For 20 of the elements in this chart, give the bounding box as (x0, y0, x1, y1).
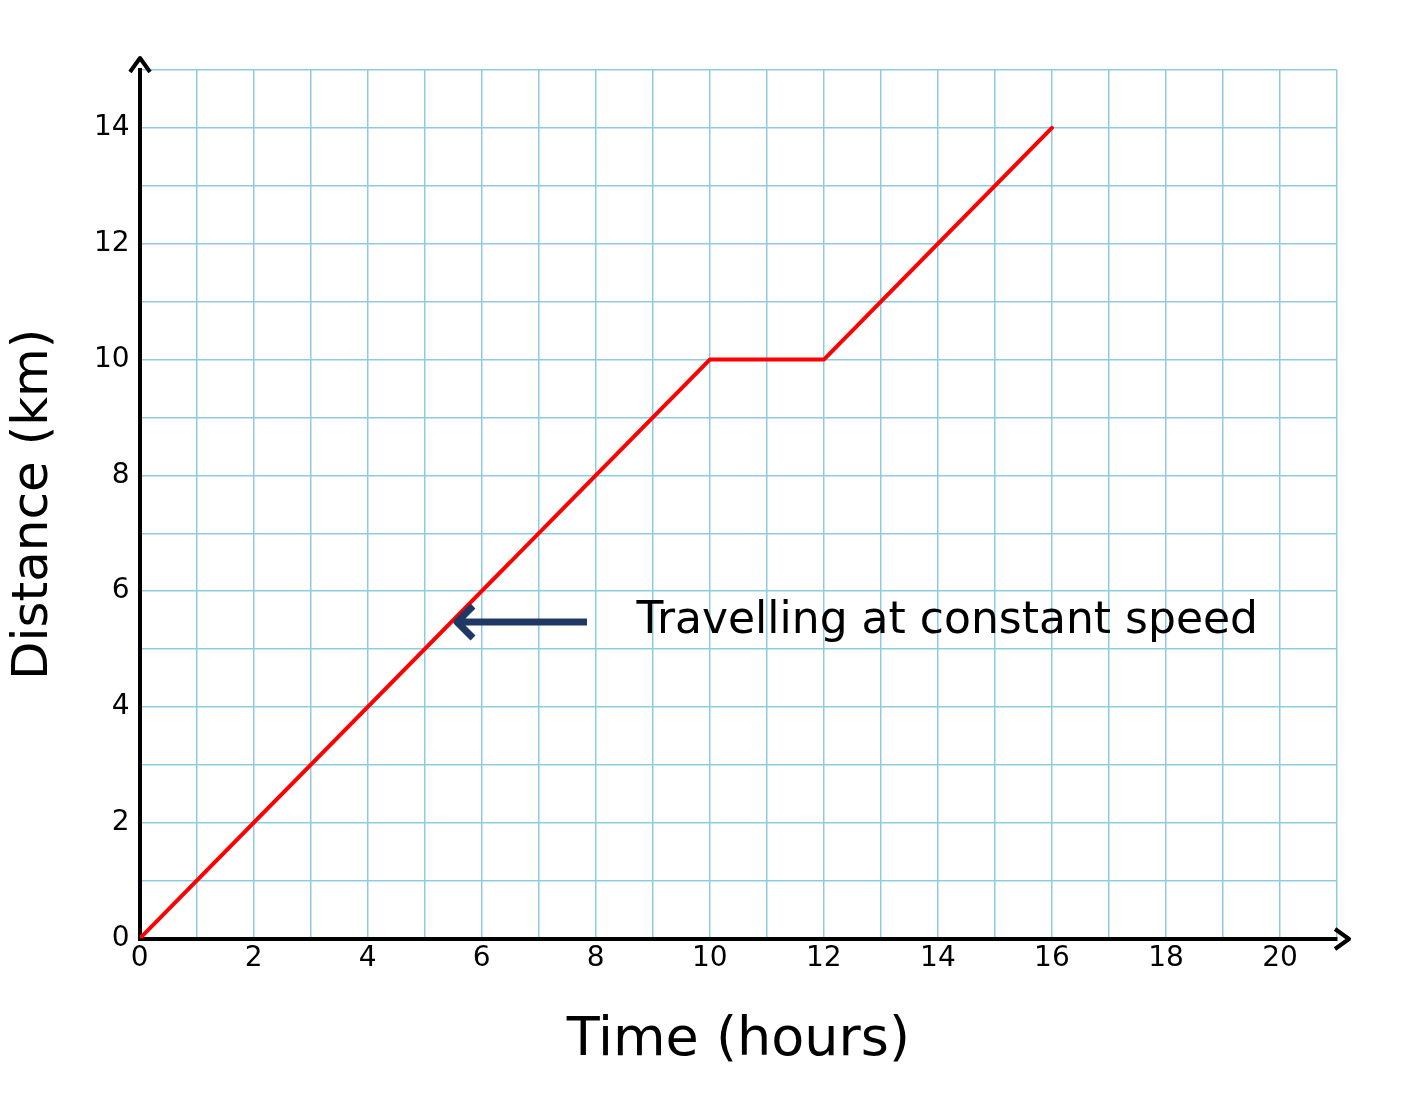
y-tick-label: 10 (93, 340, 130, 374)
x-axis-title: Time (hours) (565, 1004, 910, 1068)
y-tick-label: 6 (111, 572, 130, 606)
annotation: Travelling at constant speed (635, 592, 1258, 643)
y-tick-label: 12 (93, 225, 130, 258)
x-tick-label: 4 (358, 939, 377, 973)
x-tick-label: 2 (244, 939, 263, 973)
y-tick-label: 4 (111, 688, 130, 722)
x-tick-label: 16 (1034, 939, 1070, 973)
y-tick-label: 2 (111, 804, 130, 838)
x-tick-label: 12 (806, 939, 842, 973)
x-tick-label: 18 (1148, 939, 1184, 973)
y-tick-label: 8 (111, 456, 130, 490)
x-tick-label: 14 (920, 939, 956, 973)
y-tick-label: 14 (93, 109, 130, 143)
y-axis-title: Distance (km) (0, 328, 59, 680)
x-tick-label: 20 (1262, 939, 1298, 973)
x-tick-label: 10 (691, 939, 728, 973)
x-tick-label: 8 (586, 939, 605, 973)
x-tick-label: 6 (472, 939, 491, 973)
